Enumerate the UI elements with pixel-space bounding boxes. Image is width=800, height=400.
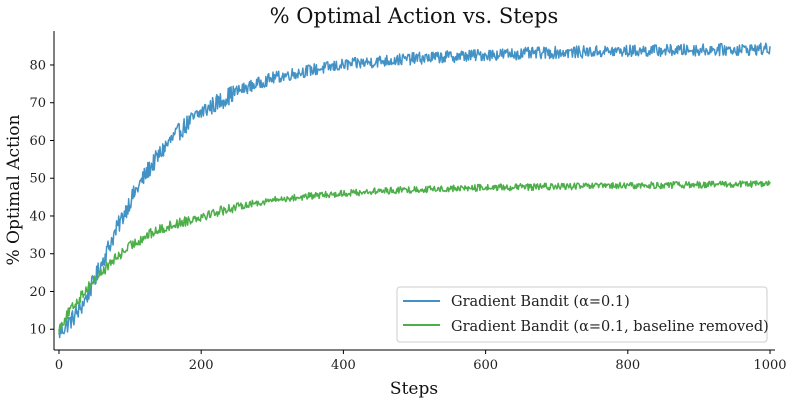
x-axis-ticks: 0 200 400 600 800 1000	[55, 350, 787, 373]
x-tick-label: 200	[189, 358, 214, 373]
y-tick-label: 50	[29, 172, 46, 187]
y-axis-title: % Optimal Action	[4, 114, 24, 265]
y-tick-label: 70	[29, 96, 46, 111]
y-tick-label: 10	[29, 323, 46, 338]
legend-label-gradient-bandit: Gradient Bandit (α=0.1)	[451, 294, 630, 310]
chart-title: % Optimal Action vs. Steps	[270, 4, 559, 28]
x-tick-label: 800	[615, 358, 640, 373]
series-line-gradient-bandit	[58, 42, 771, 339]
y-tick-label: 40	[29, 209, 46, 224]
y-axis-ticks: 10 20 30 40 50 60 70 80	[29, 58, 54, 338]
legend-label-baseline-removed: Gradient Bandit (α=0.1, baseline removed…	[451, 319, 769, 335]
x-tick-label: 1000	[753, 358, 786, 373]
x-tick-label: 400	[331, 358, 356, 373]
legend: Gradient Bandit (α=0.1) Gradient Bandit …	[396, 286, 769, 343]
plot-area	[58, 42, 771, 339]
y-tick-label: 30	[29, 247, 46, 262]
y-tick-label: 80	[29, 58, 46, 73]
legend-box	[396, 286, 768, 343]
series-line-baseline-removed	[58, 180, 771, 335]
y-tick-label: 20	[29, 285, 46, 300]
x-tick-label: 0	[55, 358, 63, 373]
x-tick-label: 600	[473, 358, 498, 373]
y-tick-label: 60	[29, 134, 46, 149]
x-axis-title: Steps	[390, 379, 438, 399]
